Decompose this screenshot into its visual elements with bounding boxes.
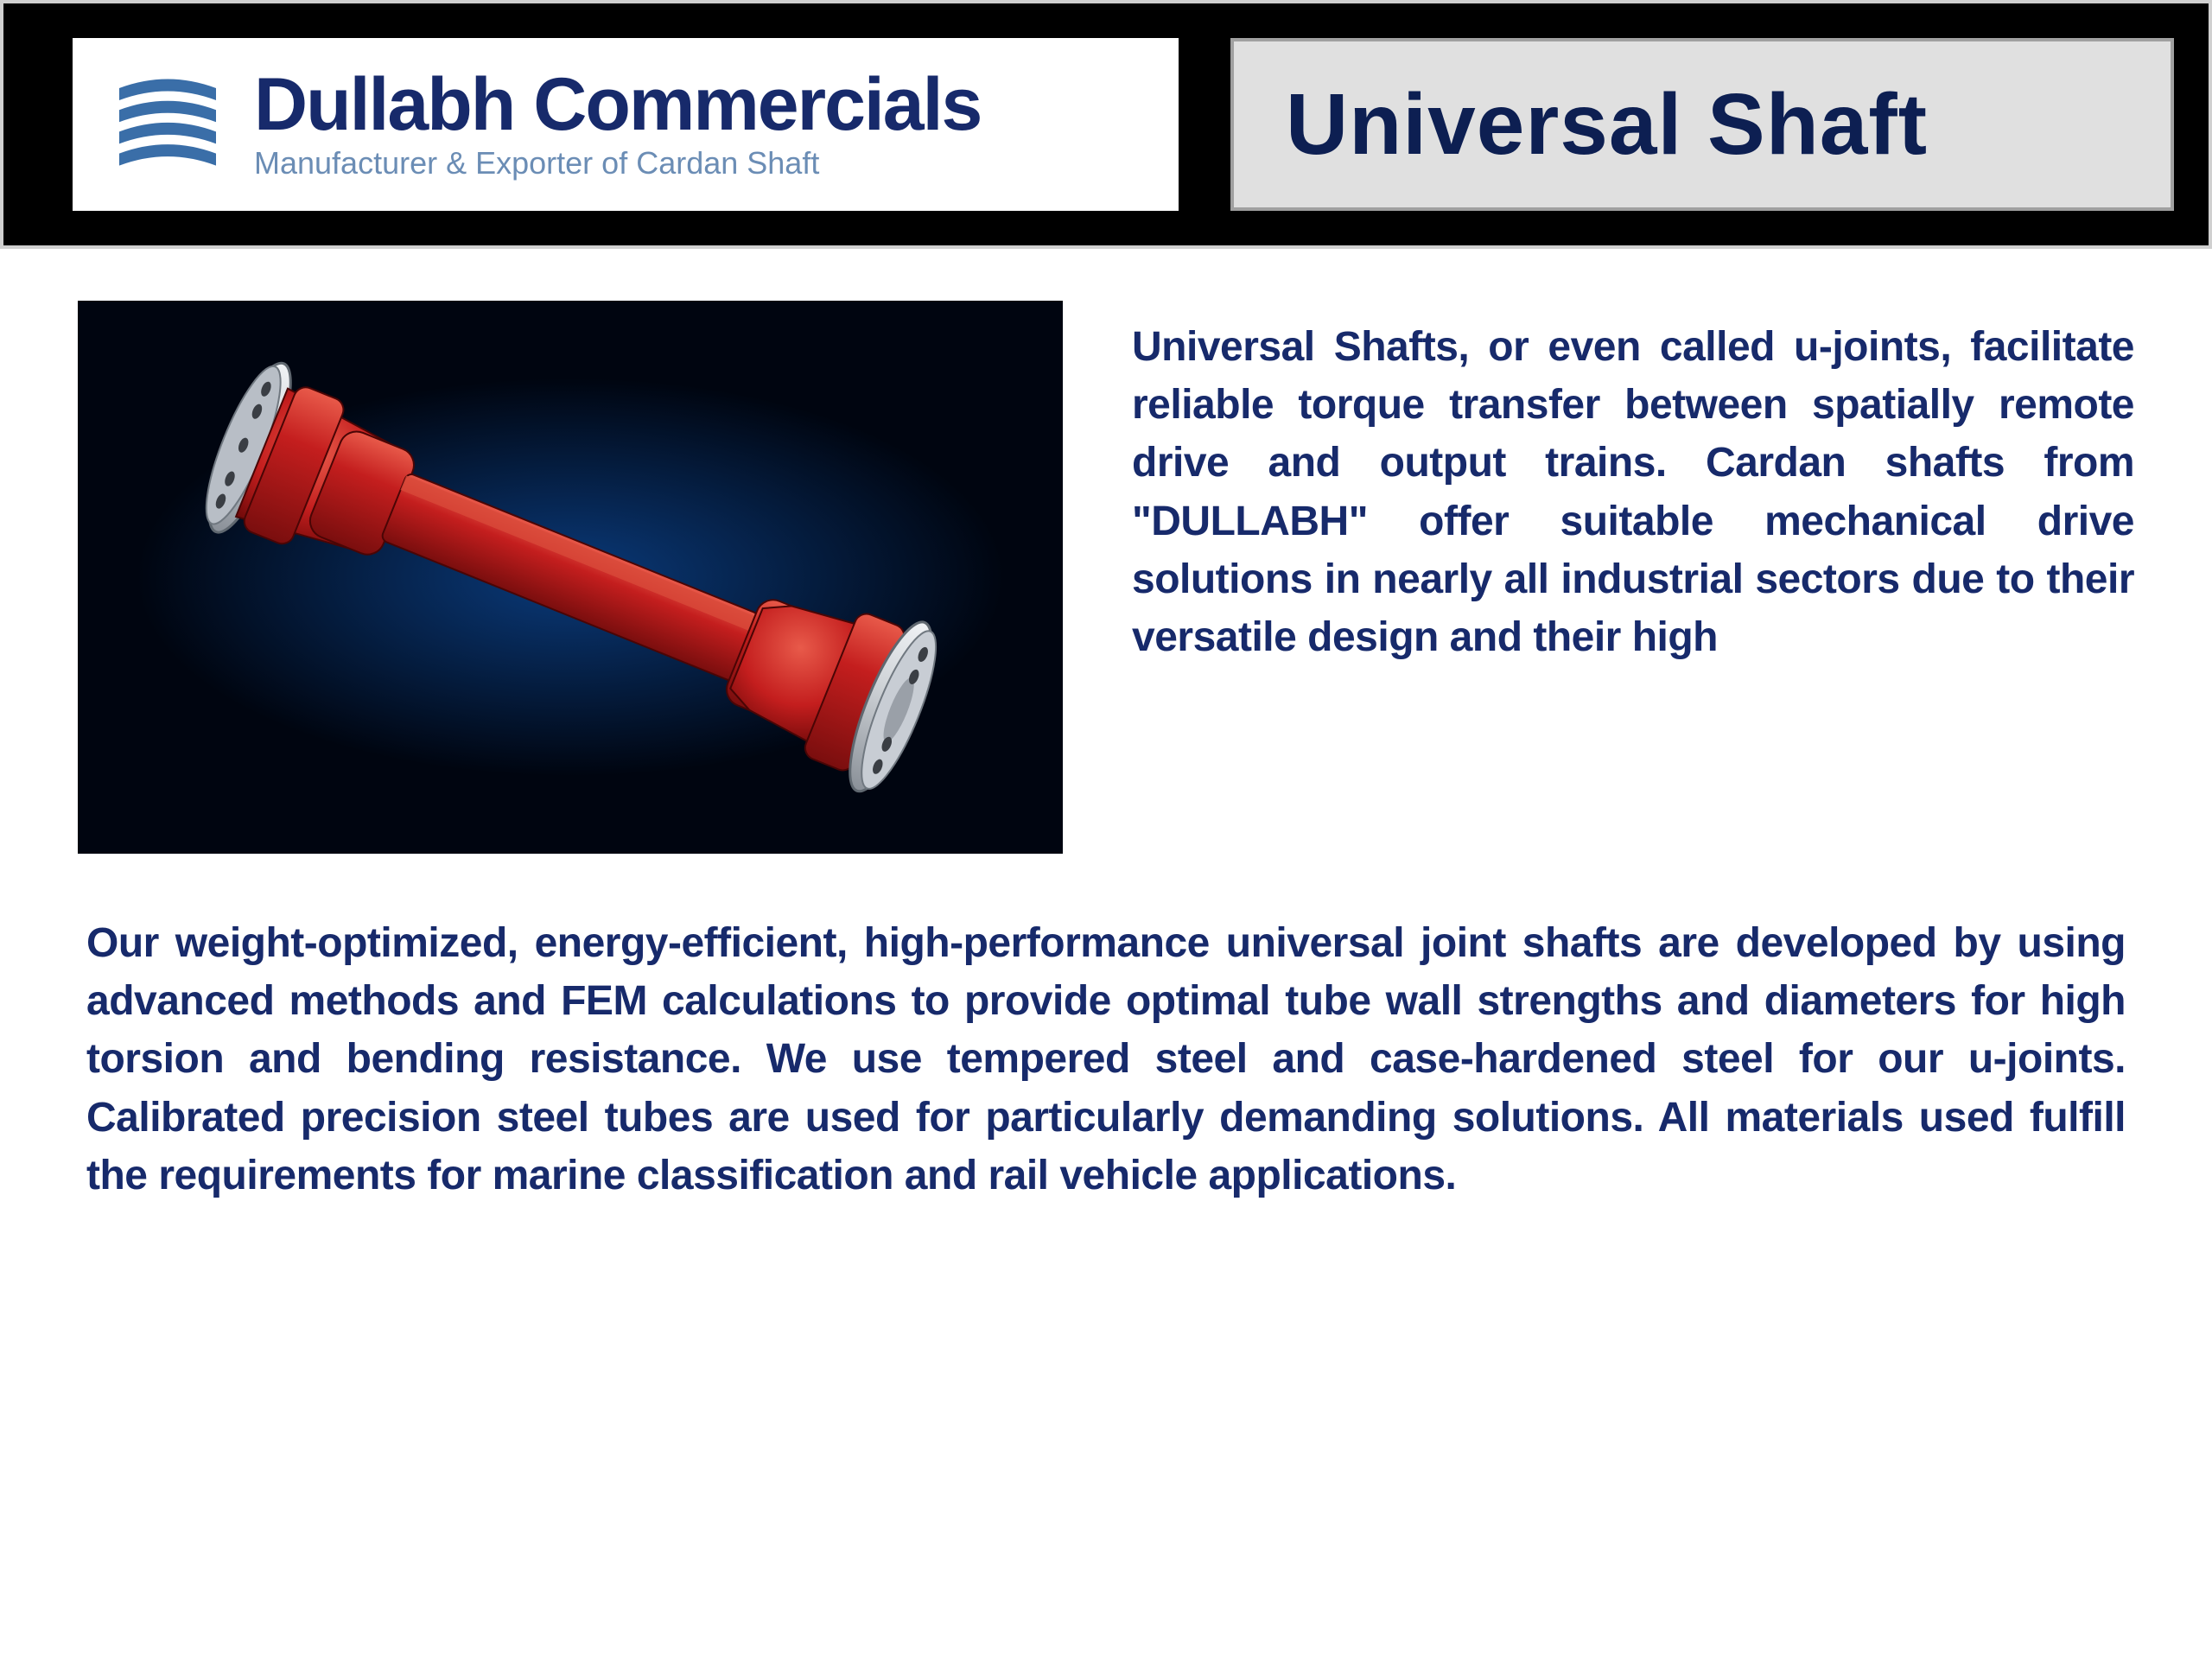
logo-main-text: Dullabh Commercials — [254, 67, 981, 142]
logo-text: Dullabh Commercials Manufacturer & Expor… — [254, 67, 981, 181]
description-column: Universal Shafts, or even called u-joint… — [1132, 301, 2134, 666]
bottom-paragraph-wrap: Our weight-optimized, energy-efficient, … — [0, 880, 2212, 1256]
title-box: Universal Shaft — [1230, 38, 2174, 211]
logo-icon — [107, 64, 228, 185]
paragraph-1: Universal Shafts, or even called u-joint… — [1132, 318, 2134, 666]
product-image — [78, 301, 1063, 854]
logo-sub-text: Manufacturer & Exporter of Cardan Shaft — [254, 145, 981, 181]
logo-box: Dullabh Commercials Manufacturer & Expor… — [73, 38, 1179, 211]
main-row: Universal Shafts, or even called u-joint… — [0, 249, 2212, 880]
universal-shaft-illustration — [121, 353, 1020, 802]
header-bar: Dullabh Commercials Manufacturer & Expor… — [0, 0, 2212, 249]
page-title: Universal Shaft — [1286, 75, 1928, 175]
paragraph-2: Our weight-optimized, energy-efficient, … — [86, 914, 2126, 1205]
